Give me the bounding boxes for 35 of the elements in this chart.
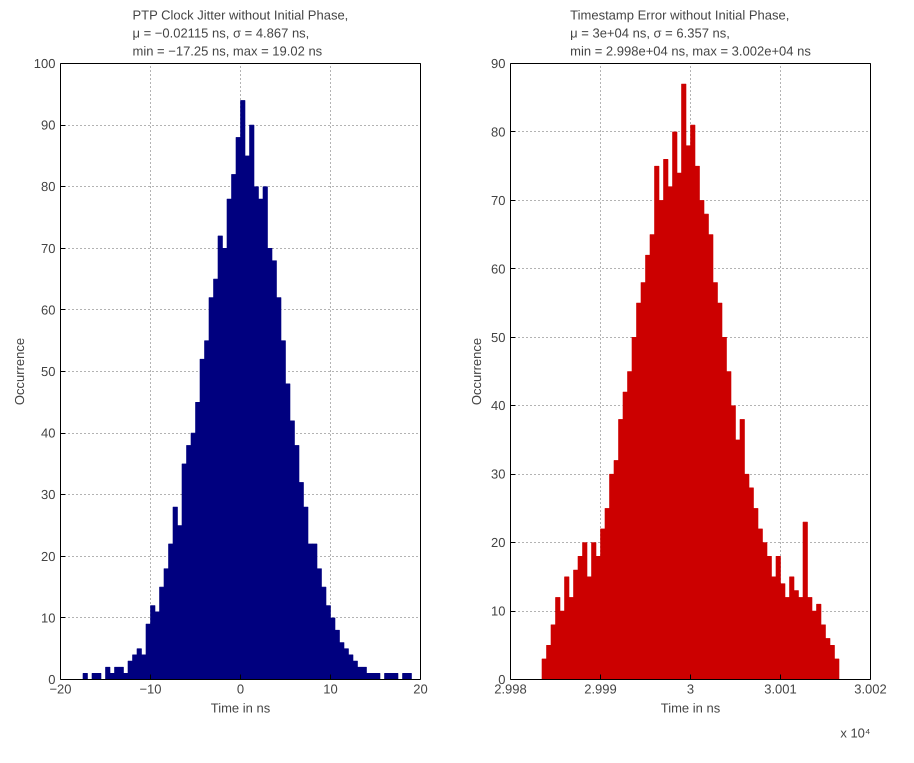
y-axis-title: Occurrence [12,338,27,406]
x-tick-label: −10 [139,682,162,696]
y-tick-label: 60 [491,261,506,276]
y-tick-label: 30 [41,487,56,502]
y-tick-label: 30 [491,466,506,482]
y-axis-title: Occurrence [469,338,484,406]
y-tick-label: 0 [48,672,56,687]
x-axis-title: Time in ns [210,700,271,716]
x-tick-label: 3.001 [764,682,797,696]
y-tick-label: 50 [41,364,56,379]
y-tick-label: 40 [491,398,506,414]
y-tick-label: 70 [491,192,506,208]
y-tick-label: 70 [41,240,56,256]
y-tick-label: 40 [41,426,56,441]
chart-title: PTP Clock Jitter without Initial Phase, μ = −0.02115 ns, σ = 4.867 ns, min = −17.25 ns, max = 19.02 ns [132,8,348,58]
y-tick-label: 90 [41,118,56,133]
y-tick-label: 80 [491,124,506,140]
y-tick-label: 20 [41,548,56,564]
y-tick-label: 90 [491,56,506,71]
x-tick-label: 2.999 [584,682,617,696]
y-tick-label: 100 [34,56,56,71]
x-tick-label: 10 [323,682,338,696]
y-tick-label: 50 [491,330,506,345]
y-tick-label: 60 [41,302,56,318]
chart-title: Timestamp Error without Initial Phase, μ = 3e+04 ns, σ = 6.357 ns, min = 2.998e+04 ns, max = 3.002e+04 ns [570,8,812,58]
x-tick-label: 3 [686,682,694,696]
y-tick-label: 20 [491,535,506,550]
y-tick-label: 10 [41,610,56,626]
x-tick-label: 20 [413,682,428,696]
text: x 10⁴ [840,726,871,740]
x-tick-label: 0 [236,682,244,696]
y-tick-label: 10 [491,604,506,619]
x-axis-title: Time in ns [660,700,721,716]
x-tick-label: 3.002 [854,682,887,696]
y-tick-label: 80 [41,179,56,194]
